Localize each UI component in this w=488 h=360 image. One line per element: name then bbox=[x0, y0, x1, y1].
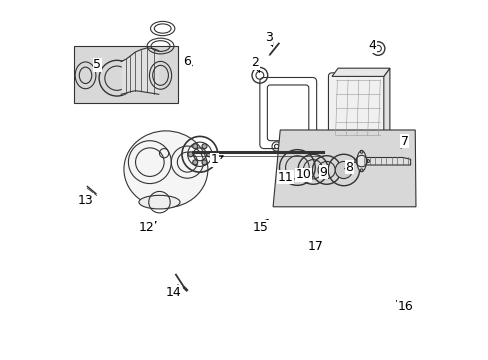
Polygon shape bbox=[74, 46, 178, 103]
Circle shape bbox=[202, 144, 206, 149]
Text: 9: 9 bbox=[319, 166, 326, 179]
Circle shape bbox=[206, 152, 211, 157]
Polygon shape bbox=[361, 157, 410, 165]
Ellipse shape bbox=[139, 195, 180, 209]
Text: 14: 14 bbox=[165, 285, 181, 299]
Ellipse shape bbox=[356, 151, 366, 171]
Circle shape bbox=[335, 161, 352, 179]
Text: 3: 3 bbox=[264, 31, 272, 46]
Text: 8: 8 bbox=[344, 161, 352, 174]
Circle shape bbox=[188, 152, 193, 157]
Text: 2: 2 bbox=[251, 56, 259, 72]
Circle shape bbox=[192, 160, 197, 165]
Text: 12: 12 bbox=[138, 221, 156, 234]
Text: 11: 11 bbox=[277, 171, 293, 184]
Text: 7: 7 bbox=[400, 135, 407, 148]
Text: 16: 16 bbox=[396, 300, 412, 313]
Text: 4: 4 bbox=[367, 39, 376, 52]
Text: 5: 5 bbox=[93, 58, 101, 71]
Polygon shape bbox=[331, 68, 389, 76]
Text: 10: 10 bbox=[295, 168, 311, 181]
Ellipse shape bbox=[123, 131, 207, 208]
Text: 17: 17 bbox=[306, 240, 323, 253]
Text: 6: 6 bbox=[183, 55, 192, 68]
Text: 15: 15 bbox=[252, 219, 267, 234]
Circle shape bbox=[202, 160, 206, 165]
Polygon shape bbox=[272, 130, 415, 207]
FancyBboxPatch shape bbox=[328, 73, 386, 143]
Polygon shape bbox=[383, 68, 389, 139]
Circle shape bbox=[192, 144, 197, 149]
Text: 1: 1 bbox=[210, 153, 223, 166]
Text: 13: 13 bbox=[78, 193, 93, 207]
